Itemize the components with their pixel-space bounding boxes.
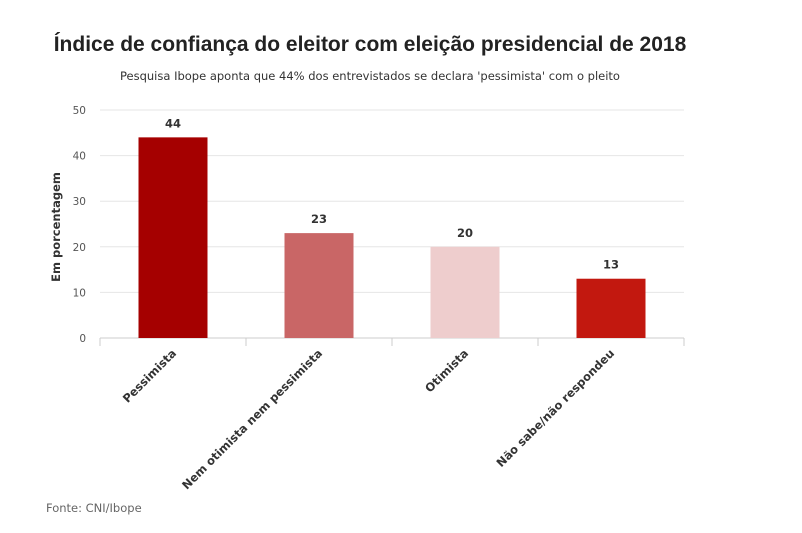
bar[interactable] — [576, 278, 646, 338]
category-label: Otimista — [422, 346, 471, 395]
data-label: 44 — [165, 116, 181, 130]
y-tick-label: 40 — [73, 151, 86, 163]
category-label: Pessimista — [120, 346, 179, 405]
source-note: Fonte: CNI/Ibope — [46, 501, 142, 515]
category-label: Nem otimista nem pessimista — [179, 346, 325, 492]
y-tick-label: 30 — [73, 196, 86, 208]
chart-title: Índice de confiança do eleitor com eleiç… — [53, 33, 687, 56]
y-tick-label: 10 — [73, 287, 86, 299]
bar[interactable] — [138, 137, 208, 338]
category-label: Não sabe/não respondeu — [493, 346, 617, 470]
bar[interactable] — [430, 246, 500, 338]
y-tick-label: 20 — [73, 242, 86, 254]
data-labels: 44 23 20 13 — [165, 116, 619, 271]
category-labels: Pessimista Nem otimista nem pessimista Oti… — [120, 346, 617, 492]
data-label: 13 — [603, 258, 619, 272]
y-axis-label: Em porcentagem — [49, 172, 63, 282]
chart-subtitle: Pesquisa Ibope aponta que 44% dos entrev… — [120, 69, 620, 83]
bar[interactable] — [284, 233, 354, 338]
data-label: 20 — [457, 226, 473, 240]
y-tick-label: 0 — [79, 333, 86, 345]
bars — [138, 137, 646, 338]
y-axis-ticks: 0 10 20 30 40 50 — [73, 105, 86, 345]
data-label: 23 — [311, 212, 327, 226]
y-tick-label: 50 — [73, 105, 86, 117]
